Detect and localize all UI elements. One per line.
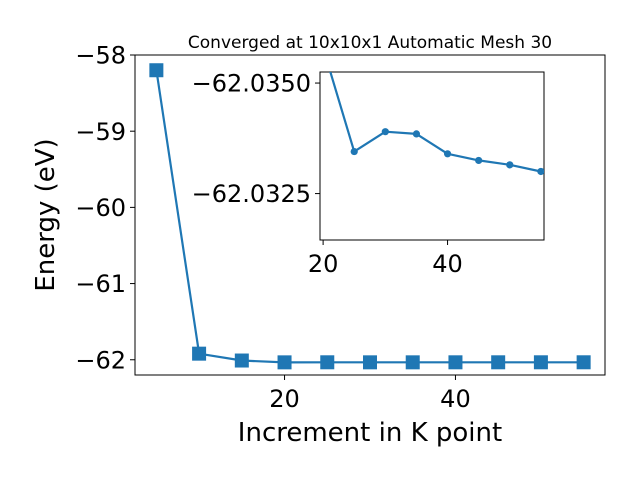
main-x-axis-ticks: 20 40 xyxy=(269,375,471,413)
main-data-point xyxy=(149,63,164,78)
inset-x-tick-label: 20 xyxy=(308,250,339,278)
inset-series-line xyxy=(329,72,542,173)
inset-y-axis-ticks: −62.0350 −62.0325 xyxy=(192,70,320,208)
main-x-tick-label: 20 xyxy=(269,385,300,413)
main-markers xyxy=(149,63,591,370)
inset-plot-area xyxy=(319,71,545,241)
main-y-tick-label: −62 xyxy=(75,346,126,374)
main-y-tick-label: −61 xyxy=(75,270,126,298)
main-x-tick-label: 40 xyxy=(440,385,471,413)
inset-x-axis-ticks: 20 40 xyxy=(308,240,463,278)
inset-y-tick-label: −62.0350 xyxy=(192,70,311,98)
inset-data-point xyxy=(506,161,514,169)
main-data-point xyxy=(448,355,463,370)
main-data-point xyxy=(234,353,249,368)
inset-data-point xyxy=(475,156,483,165)
inset-data-point xyxy=(412,130,421,138)
inset-data-point xyxy=(381,128,389,136)
main-y-tick-label: −60 xyxy=(75,194,126,222)
inset-y-tick-label: −62.0325 xyxy=(192,180,311,208)
chart-title: Converged at 10x10x1 Automatic Mesh 30 xyxy=(188,33,552,53)
inset-data-point xyxy=(537,167,544,176)
inset-data-point xyxy=(443,150,452,158)
main-data-point xyxy=(277,355,292,370)
main-y-tick-label: −59 xyxy=(75,118,126,146)
main-data-point xyxy=(533,355,548,370)
main-y-axis-ticks: −62 −61 −60 −59 −58 xyxy=(75,42,135,374)
y-axis-label: Energy (eV) xyxy=(31,138,61,291)
main-data-point xyxy=(192,346,207,361)
main-data-point xyxy=(363,355,377,370)
inset-series xyxy=(329,72,544,176)
x-axis-label: Increment in K point xyxy=(238,418,502,448)
main-data-point xyxy=(405,355,420,370)
inset-x-tick-label: 40 xyxy=(432,250,463,278)
main-data-point xyxy=(320,355,335,370)
main-data-point xyxy=(491,355,506,370)
main-data-point xyxy=(576,355,591,370)
inset-data-point xyxy=(350,147,358,156)
main-y-tick-label: −58 xyxy=(75,42,126,70)
inset-chart: 20 40 −62.0350−62.0325 xyxy=(192,70,545,278)
